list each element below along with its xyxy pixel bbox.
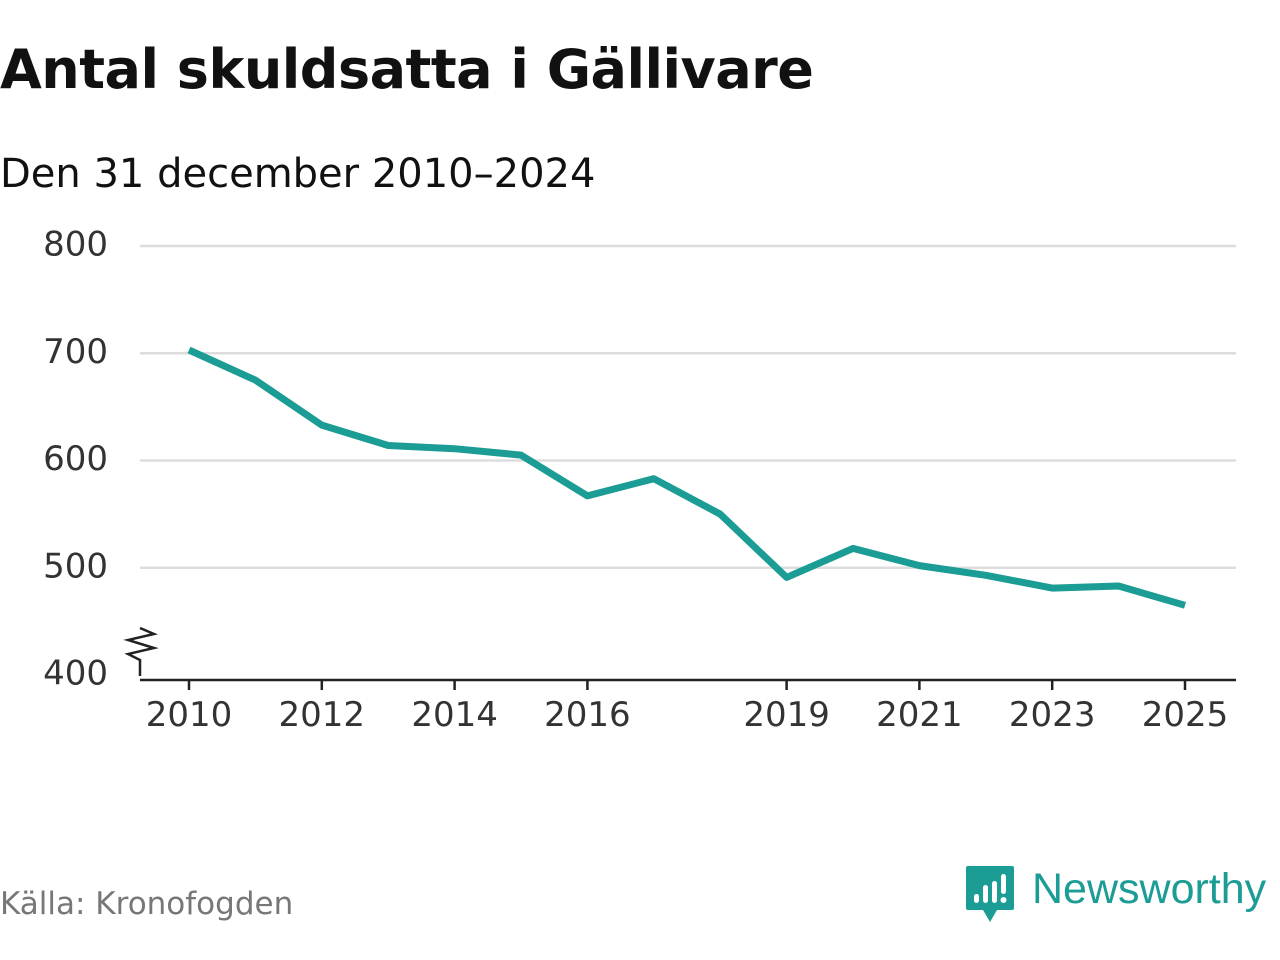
- x-tick-label-2025: 2025: [1142, 695, 1229, 735]
- series: [187, 346, 1186, 609]
- y-axis-ticks: 400 500 600 700 800: [43, 225, 108, 694]
- newsworthy-logo-icon: [966, 866, 1014, 922]
- axis-break-zigzag: [123, 626, 159, 676]
- x-tick-label-2021: 2021: [876, 695, 963, 735]
- x-axis-ticks: 2010 2012 2014 2016 2019 2021 2023 2025: [146, 680, 1229, 735]
- x-tick-label-2010: 2010: [146, 695, 233, 735]
- gridlines: [140, 244, 1236, 569]
- y-tick-label-700: 700: [43, 332, 108, 372]
- brand-name: Newsworthy: [1032, 865, 1267, 913]
- x-tick-label-2019: 2019: [743, 695, 830, 735]
- x-tick-label-2023: 2023: [1009, 695, 1096, 735]
- series-line: [187, 346, 1186, 609]
- axis-break-icon: [123, 626, 159, 676]
- y-tick-label-500: 500: [43, 546, 108, 586]
- chart-subtitle: Den 31 december 2010–2024: [0, 151, 596, 197]
- y-tick-label-400: 400: [43, 654, 108, 694]
- x-tick-label-2014: 2014: [411, 695, 498, 735]
- source-note: Källa: Kronofogden: [0, 886, 294, 922]
- brand: Newsworthy: [964, 864, 1266, 928]
- chart-title: Antal skuldsatta i Gällivare: [0, 38, 814, 101]
- y-tick-label-600: 600: [43, 439, 108, 479]
- y-tick-label-800: 800: [43, 225, 108, 265]
- x-tick-label-2016: 2016: [544, 695, 631, 735]
- x-tick-label-2012: 2012: [279, 695, 366, 735]
